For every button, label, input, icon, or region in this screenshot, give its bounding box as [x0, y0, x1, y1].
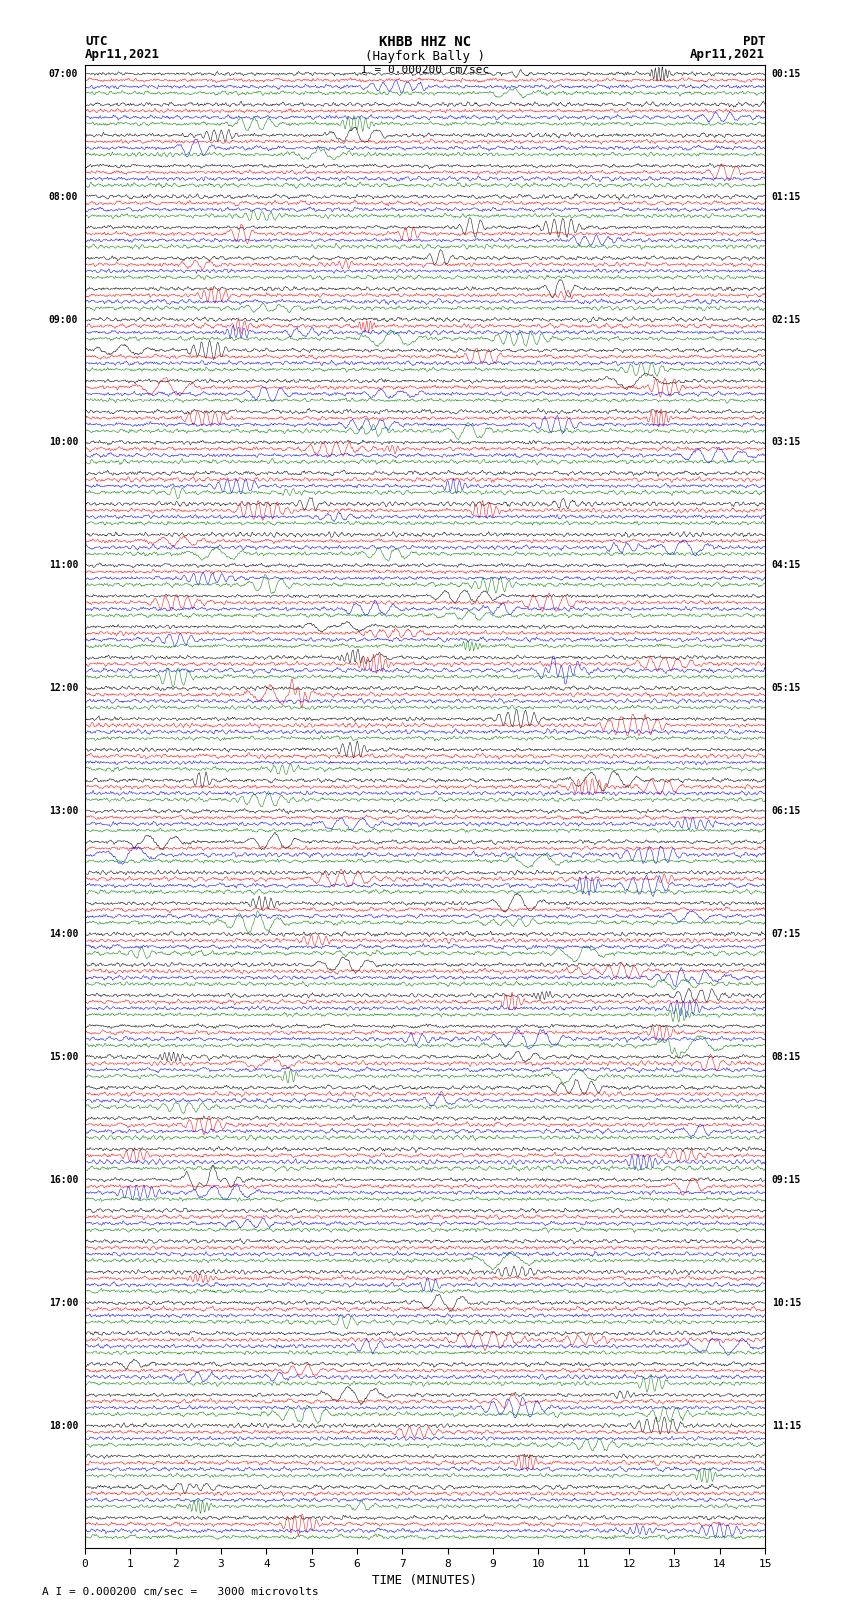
Text: 09:15: 09:15	[772, 1174, 802, 1186]
Text: 02:15: 02:15	[772, 315, 802, 324]
Text: 12:00: 12:00	[48, 684, 78, 694]
Text: 10:15: 10:15	[772, 1298, 802, 1308]
Text: I = 0.000200 cm/sec: I = 0.000200 cm/sec	[361, 65, 489, 74]
Text: UTC: UTC	[85, 35, 107, 48]
Text: Apr11,2021: Apr11,2021	[85, 48, 160, 61]
Text: 17:00: 17:00	[48, 1298, 78, 1308]
Text: 11:15: 11:15	[772, 1421, 802, 1431]
Text: 13:00: 13:00	[48, 806, 78, 816]
Text: A I = 0.000200 cm/sec =   3000 microvolts: A I = 0.000200 cm/sec = 3000 microvolts	[42, 1587, 320, 1597]
Text: 16:00: 16:00	[48, 1174, 78, 1186]
Text: 04:15: 04:15	[772, 560, 802, 571]
Text: 11:00: 11:00	[48, 560, 78, 571]
Text: 07:00: 07:00	[48, 69, 78, 79]
Text: 07:15: 07:15	[772, 929, 802, 939]
Text: 14:00: 14:00	[48, 929, 78, 939]
Text: PDT: PDT	[743, 35, 765, 48]
Text: 03:15: 03:15	[772, 437, 802, 447]
Text: 10:00: 10:00	[48, 437, 78, 447]
Text: 01:15: 01:15	[772, 192, 802, 202]
Text: 09:00: 09:00	[48, 315, 78, 324]
Text: 05:15: 05:15	[772, 684, 802, 694]
Text: KHBB HHZ NC: KHBB HHZ NC	[379, 35, 471, 50]
Text: 18:00: 18:00	[48, 1421, 78, 1431]
Text: Apr11,2021: Apr11,2021	[690, 48, 765, 61]
Text: 08:15: 08:15	[772, 1052, 802, 1061]
Text: (Hayfork Bally ): (Hayfork Bally )	[365, 50, 485, 63]
Text: 06:15: 06:15	[772, 806, 802, 816]
Text: 15:00: 15:00	[48, 1052, 78, 1061]
Text: 00:15: 00:15	[772, 69, 802, 79]
Text: 08:00: 08:00	[48, 192, 78, 202]
X-axis label: TIME (MINUTES): TIME (MINUTES)	[372, 1574, 478, 1587]
